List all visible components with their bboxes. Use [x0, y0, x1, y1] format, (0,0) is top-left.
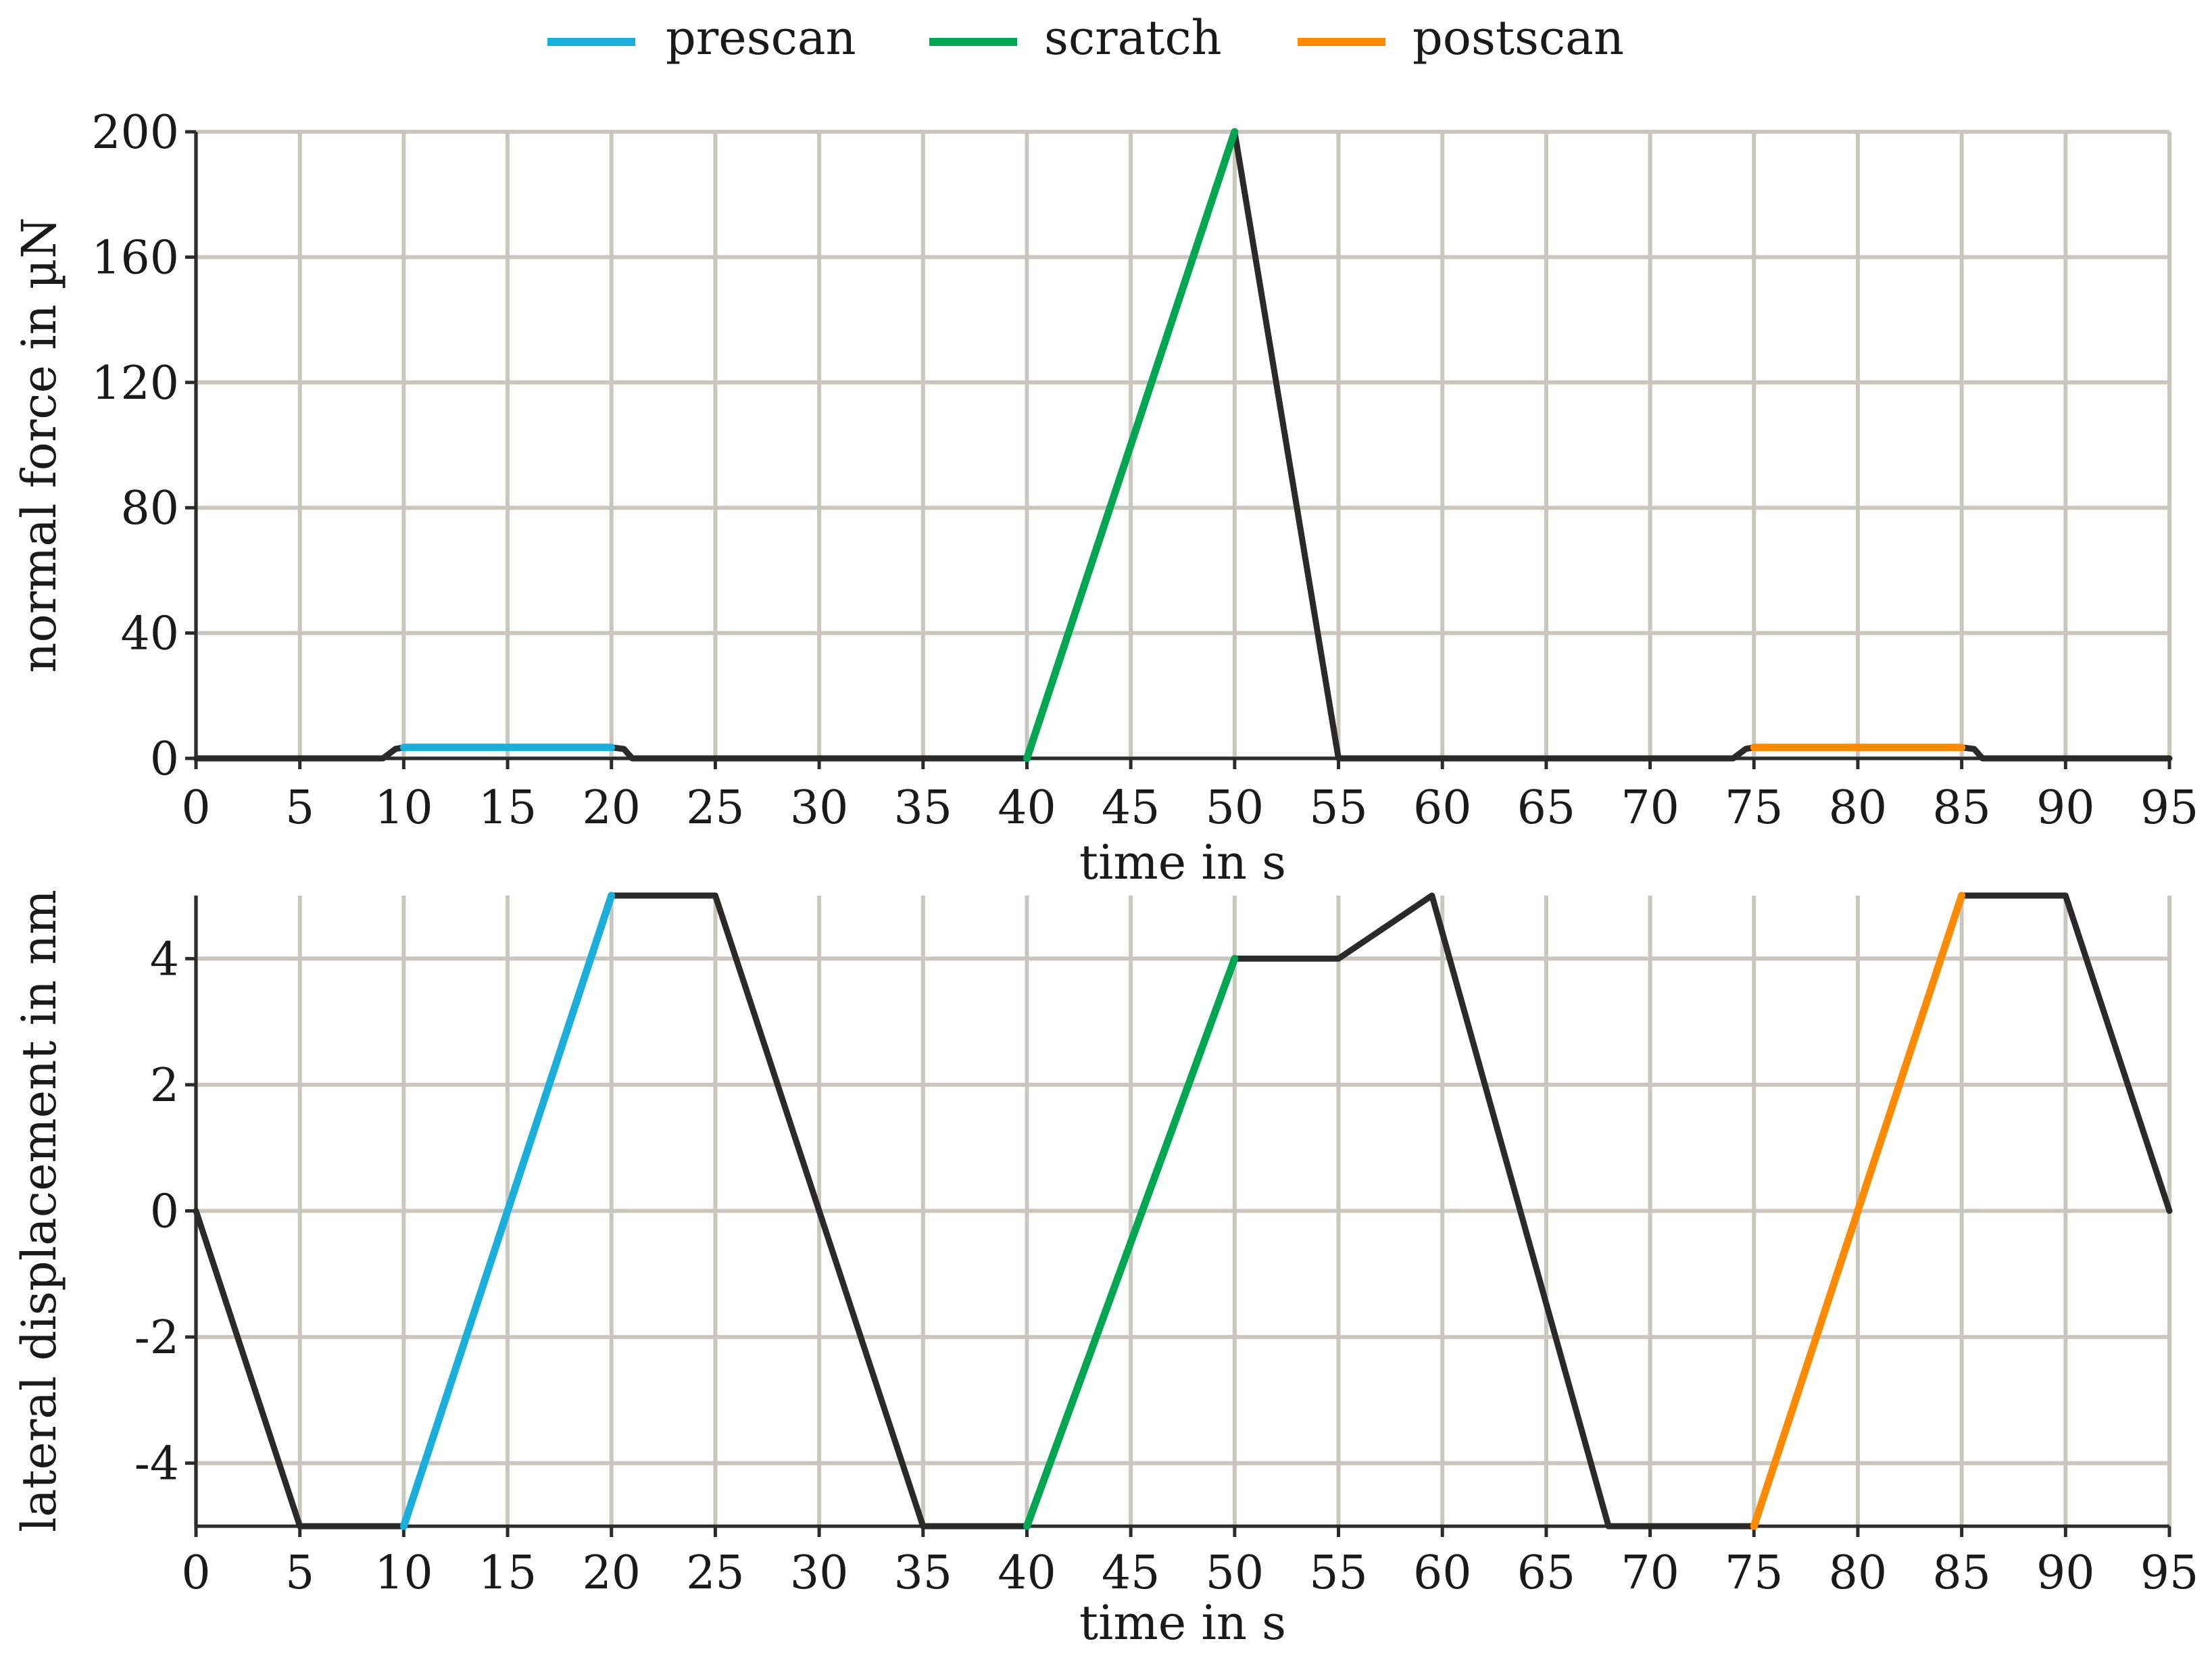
x-tick-label: 80	[1829, 781, 1888, 835]
legend: prescan scratch postscan	[547, 10, 1624, 66]
force-panel: 0 5 10 15 20 25 30 35 40 45 50 55 60 65 70 75 80 85 90 95 0 4…	[11, 106, 2198, 890]
legend-label-postscan: postscan	[1412, 10, 1624, 66]
x-tick-label: 45	[1102, 781, 1160, 835]
x-tick-label: 70	[1621, 781, 1679, 835]
y-tick-label: 40	[120, 608, 179, 661]
displacement-panel: 0 5 10 15 20 25 30 35 40 45 50 55 60 65 70 75 80 85 90 95-4…	[11, 889, 2198, 1651]
series-line-trajectory	[193, 128, 2173, 762]
x-tick-label: 35	[894, 1546, 953, 1600]
series-line-scratch	[1023, 128, 1239, 762]
grid	[194, 896, 2171, 1526]
x-tick-label: 40	[998, 781, 1056, 835]
x-tick-label: 65	[1517, 781, 1576, 835]
x-tick-label: 30	[790, 1546, 849, 1600]
x-tick-label: 50	[1206, 1546, 1264, 1600]
x-tick-label: 75	[1725, 1546, 1784, 1600]
x-axis-title: time in s	[1079, 1595, 1286, 1651]
x-tick-label: 20	[582, 1546, 641, 1600]
y-tick-label: -4	[134, 1438, 179, 1491]
x-tick-label: 90	[2036, 1546, 2095, 1600]
y-tick-label: 200	[91, 106, 179, 160]
legend-label-prescan: prescan	[666, 10, 856, 66]
x-tick-label: 20	[582, 781, 641, 835]
y-axis-title: normal force in µN	[11, 217, 67, 673]
y-tick-label: 120	[91, 357, 179, 410]
x-tick-label: 60	[1413, 781, 1472, 835]
x-tick-label: 50	[1206, 781, 1264, 835]
y-tick-label: 160	[91, 231, 179, 285]
x-tick-label: 10	[374, 1546, 433, 1600]
series-line-prescan	[399, 892, 616, 1530]
x-tick-label: 5	[285, 1546, 314, 1600]
legend-item-scratch: scratch	[929, 10, 1222, 66]
x-tick-label: 15	[478, 1546, 537, 1600]
grid	[194, 130, 2171, 760]
series-line-scratch	[1023, 954, 1239, 1530]
x-axis-title: time in s	[1079, 835, 1286, 890]
x-tick-label: 95	[2140, 1546, 2199, 1600]
x-tick-label: 35	[894, 781, 953, 835]
y-tick-label: 2	[150, 1059, 179, 1113]
x-tick-label: 30	[790, 781, 849, 835]
legend-label-scratch: scratch	[1044, 10, 1222, 66]
x-tick-label: 85	[1932, 1546, 1991, 1600]
x-tick-label: 45	[1102, 1546, 1160, 1600]
x-tick-label: 75	[1725, 781, 1784, 835]
legend-item-postscan: postscan	[1298, 10, 1624, 66]
y-tick-label: 4	[150, 933, 179, 986]
x-tick-label: 85	[1932, 781, 1991, 835]
x-tick-label: 55	[1309, 781, 1368, 835]
x-tick-label: 60	[1413, 1546, 1472, 1600]
x-tick-label: 15	[478, 781, 537, 835]
y-tick-label: -2	[134, 1311, 179, 1365]
legend-item-prescan: prescan	[547, 10, 856, 66]
x-tick-label: 25	[686, 781, 745, 835]
x-tick-label: 70	[1621, 1546, 1679, 1600]
y-axis-title: lateral displacement in nm	[11, 889, 67, 1532]
x-tick-label: 0	[181, 1546, 210, 1600]
x-tick-label: 65	[1517, 1546, 1576, 1600]
y-tick-label: 0	[150, 733, 179, 786]
x-tick-label: 40	[998, 1546, 1056, 1600]
series-line-postscan	[1750, 892, 1966, 1530]
x-tick-label: 80	[1829, 1546, 1888, 1600]
x-tick-label: 55	[1309, 1546, 1368, 1600]
x-tick-label: 90	[2036, 781, 2095, 835]
x-tick-label: 25	[686, 1546, 745, 1600]
x-tick-label: 5	[285, 781, 314, 835]
y-tick-label: 80	[120, 482, 179, 535]
x-tick-label: 95	[2140, 781, 2199, 835]
x-tick-label: 0	[181, 781, 210, 835]
x-tick-label: 10	[374, 781, 433, 835]
y-tick-label: 0	[150, 1186, 179, 1239]
